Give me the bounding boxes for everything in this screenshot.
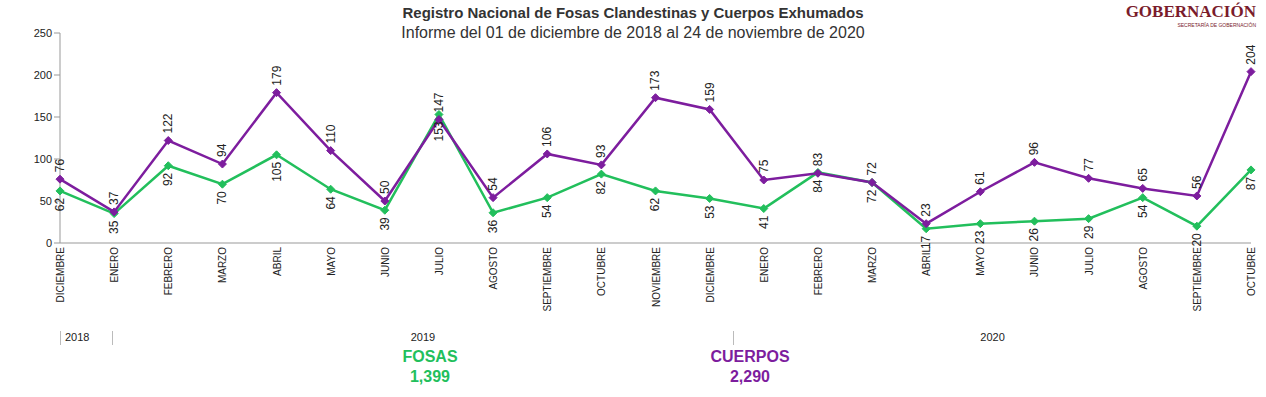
html-text:Informe del 01 de diciembre de: Informe del 01 de diciembre de 2018 al 2… bbox=[401, 24, 865, 41]
svg-text:82: 82 bbox=[594, 181, 608, 195]
svg-text:DICIEMBRE: DICIEMBRE bbox=[55, 247, 66, 303]
html-text:CUERPOS: CUERPOS bbox=[710, 348, 790, 365]
svg-text:77: 77 bbox=[1082, 158, 1096, 172]
svg-text:204: 204 bbox=[1244, 44, 1258, 64]
svg-text:23: 23 bbox=[973, 230, 987, 244]
svg-text:AGOSTO: AGOSTO bbox=[1138, 247, 1149, 290]
html-text:Registro Nacional de Fosas Cla: Registro Nacional de Fosas Clandestinas … bbox=[402, 4, 864, 21]
svg-text:17: 17 bbox=[919, 235, 933, 249]
svg-text:50: 50 bbox=[40, 195, 52, 207]
svg-text:147: 147 bbox=[432, 92, 446, 112]
svg-text:NOVIEMBRE: NOVIEMBRE bbox=[651, 247, 662, 307]
svg-text:41: 41 bbox=[757, 215, 771, 229]
svg-text:75: 75 bbox=[757, 159, 771, 173]
svg-text:72: 72 bbox=[865, 189, 879, 203]
svg-text:54: 54 bbox=[486, 177, 500, 191]
svg-text:23: 23 bbox=[919, 203, 933, 217]
svg-text:MARZO: MARZO bbox=[217, 247, 228, 283]
svg-text:200: 200 bbox=[34, 69, 52, 81]
svg-text:39: 39 bbox=[378, 217, 392, 231]
svg-text:76: 76 bbox=[53, 158, 67, 172]
svg-text:92: 92 bbox=[161, 172, 175, 186]
svg-text:100: 100 bbox=[34, 153, 52, 165]
html-text:2020: 2020 bbox=[980, 331, 1005, 343]
svg-text:SEPTIEMBRE: SEPTIEMBRE bbox=[542, 247, 553, 312]
svg-text:MAYO: MAYO bbox=[326, 247, 337, 276]
svg-text:FEBRERO: FEBRERO bbox=[163, 247, 174, 296]
svg-text:87: 87 bbox=[1244, 177, 1258, 191]
svg-text:OCTUBRE: OCTUBRE bbox=[596, 247, 607, 296]
svg-text:SEPTIEMBRE: SEPTIEMBRE bbox=[1192, 247, 1203, 312]
html-text:2,290: 2,290 bbox=[730, 368, 770, 385]
svg-text:93: 93 bbox=[594, 144, 608, 158]
svg-text:56: 56 bbox=[1190, 175, 1204, 189]
html-text:GOBERNACIÓN: GOBERNACIÓN bbox=[1125, 2, 1256, 21]
svg-text:ENERO: ENERO bbox=[109, 247, 120, 283]
svg-text:54: 54 bbox=[540, 204, 554, 218]
svg-text:72: 72 bbox=[865, 162, 879, 176]
svg-text:0: 0 bbox=[46, 237, 52, 249]
svg-text:20: 20 bbox=[1190, 233, 1204, 247]
svg-text:JULIO: JULIO bbox=[434, 247, 445, 276]
svg-text:94: 94 bbox=[215, 143, 229, 157]
svg-text:MARZO: MARZO bbox=[867, 247, 878, 283]
svg-text:ABRIL: ABRIL bbox=[272, 247, 283, 276]
svg-text:ENERO: ENERO bbox=[759, 247, 770, 283]
svg-text:JULIO: JULIO bbox=[1084, 247, 1095, 276]
svg-text:50: 50 bbox=[378, 180, 392, 194]
svg-text:ABRIL: ABRIL bbox=[921, 247, 932, 276]
svg-text:179: 179 bbox=[270, 65, 284, 85]
svg-text:106: 106 bbox=[540, 127, 554, 147]
html-text:FOSAS: FOSAS bbox=[402, 348, 458, 365]
svg-text:83: 83 bbox=[811, 153, 825, 167]
svg-text:96: 96 bbox=[1027, 142, 1041, 156]
svg-text:62: 62 bbox=[53, 198, 67, 212]
svg-text:84: 84 bbox=[811, 179, 825, 193]
svg-text:61: 61 bbox=[973, 171, 987, 185]
svg-text:AGOSTO: AGOSTO bbox=[488, 247, 499, 290]
svg-text:105: 105 bbox=[270, 161, 284, 181]
svg-text:65: 65 bbox=[1136, 168, 1150, 182]
svg-text:DICIEMBRE: DICIEMBRE bbox=[705, 247, 716, 303]
html-text:2018: 2018 bbox=[65, 331, 90, 343]
svg-text:54: 54 bbox=[1136, 204, 1150, 218]
svg-text:153: 153 bbox=[432, 121, 446, 141]
svg-text:122: 122 bbox=[161, 113, 175, 133]
svg-text:159: 159 bbox=[703, 82, 717, 102]
svg-text:70: 70 bbox=[215, 191, 229, 205]
html-text:2019: 2019 bbox=[410, 331, 436, 343]
svg-text:250: 250 bbox=[34, 27, 52, 39]
svg-text:OCTUBRE: OCTUBRE bbox=[1246, 247, 1257, 296]
svg-text:150: 150 bbox=[34, 111, 52, 123]
svg-text:62: 62 bbox=[649, 198, 663, 212]
svg-text:FEBRERO: FEBRERO bbox=[813, 247, 824, 296]
html-text:SECRETARÍA DE GOBERNACIÓN: SECRETARÍA DE GOBERNACIÓN bbox=[1177, 22, 1256, 28]
svg-text:110: 110 bbox=[324, 124, 338, 143]
svg-text:JUNIO: JUNIO bbox=[380, 247, 391, 277]
svg-text:29: 29 bbox=[1082, 225, 1096, 239]
svg-text:JUNIO: JUNIO bbox=[1029, 247, 1040, 277]
html-text:1,399: 1,399 bbox=[410, 368, 450, 385]
svg-text:26: 26 bbox=[1027, 228, 1041, 242]
svg-text:35: 35 bbox=[107, 220, 121, 234]
svg-text:53: 53 bbox=[703, 205, 717, 219]
svg-text:173: 173 bbox=[649, 70, 663, 90]
svg-text:37: 37 bbox=[107, 191, 121, 205]
svg-text:64: 64 bbox=[324, 196, 338, 210]
svg-text:MAYO: MAYO bbox=[975, 247, 986, 276]
svg-text:36: 36 bbox=[486, 219, 500, 233]
